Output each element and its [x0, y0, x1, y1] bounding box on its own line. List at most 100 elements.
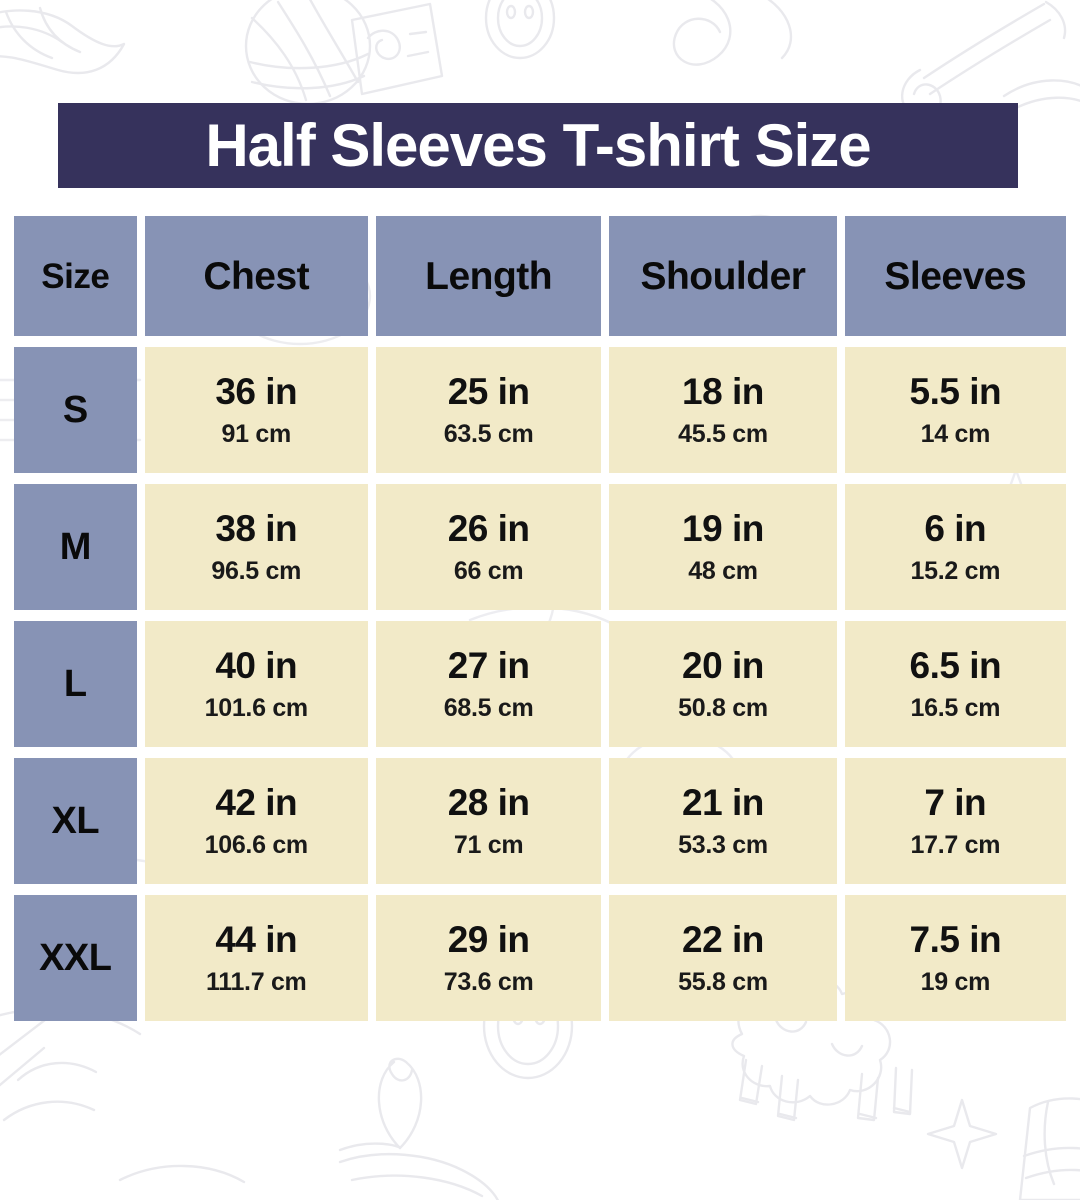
- thread-heart-icon: [672, 0, 793, 66]
- value-inches: 27 in: [447, 645, 530, 686]
- cell-length: 28 in 71 cm: [375, 758, 602, 884]
- cell-length: 27 in 68.5 cm: [375, 621, 602, 747]
- cell-chest: 36 in 91 cm: [144, 347, 368, 473]
- button-icon: [484, 0, 556, 60]
- value-centimeters: 73.6 cm: [443, 968, 534, 996]
- value-centimeters: 45.5 cm: [678, 420, 768, 448]
- table-header-row: Size Chest Length Shoulder Sleeves: [14, 216, 1066, 336]
- row-size-cell: XL: [14, 758, 137, 884]
- value-inches: 25 in: [447, 371, 530, 412]
- cell-shoulder: 21 in 53.3 cm: [609, 758, 837, 884]
- value-centimeters: 71 cm: [453, 831, 524, 859]
- value-centimeters: 53.3 cm: [678, 831, 768, 859]
- value-centimeters: 17.7 cm: [910, 831, 1001, 859]
- value-centimeters: 106.6 cm: [204, 831, 309, 859]
- value-inches: 6.5 in: [909, 645, 1002, 686]
- yarn-ball-icon: [0, 1007, 246, 1184]
- cell-length: 29 in 73.6 cm: [375, 895, 602, 1021]
- value-inches: 26 in: [447, 508, 530, 549]
- cell-chest: 42 in 106.6 cm: [144, 758, 368, 884]
- value-inches: 42 in: [215, 782, 298, 823]
- page-title: Half Sleeves T-shirt Size: [205, 111, 871, 179]
- size-chart-table: Size Chest Length Shoulder Sleeves S 36 …: [14, 216, 1066, 1021]
- column-header-label: Chest: [203, 254, 310, 298]
- value-centimeters: 16.5 cm: [910, 694, 1001, 722]
- size-label: XL: [51, 800, 100, 842]
- yarn-ball-icon: [244, 0, 372, 106]
- sparkle-icon: [926, 1098, 998, 1170]
- value-centimeters: 63.5 cm: [443, 420, 534, 448]
- yarn-label-icon: [350, 2, 444, 96]
- knitting-needles-icon: [0, 1008, 98, 1122]
- value-centimeters: 96.5 cm: [211, 557, 302, 585]
- table-row: S 36 in 91 cm 25 in 63.5 cm 18 in 45.5 c…: [14, 347, 1066, 473]
- value-inches: 21 in: [682, 782, 764, 823]
- table-row: M 38 in 96.5 cm 26 in 66 cm 19 in 48 cm …: [14, 484, 1066, 610]
- value-centimeters: 14 cm: [920, 420, 991, 448]
- thread-heart-icon: [338, 1057, 499, 1200]
- size-label: M: [59, 526, 92, 568]
- column-header-label: Length: [425, 254, 553, 298]
- cell-shoulder: 20 in 50.8 cm: [609, 621, 837, 747]
- value-centimeters: 66 cm: [453, 557, 524, 585]
- table-row: L 40 in 101.6 cm 27 in 68.5 cm 20 in 50.…: [14, 621, 1066, 747]
- value-inches: 44 in: [215, 919, 298, 960]
- size-label: XXL: [39, 937, 112, 979]
- value-centimeters: 15.2 cm: [910, 557, 1001, 585]
- value-centimeters: 48 cm: [688, 557, 758, 585]
- column-header-chest: Chest: [144, 216, 368, 336]
- column-header-label: Sleeves: [884, 254, 1027, 298]
- value-centimeters: 111.7 cm: [206, 968, 307, 996]
- column-header-label: Shoulder: [640, 254, 806, 298]
- value-inches: 19 in: [682, 508, 764, 549]
- cell-shoulder: 22 in 55.8 cm: [609, 895, 837, 1021]
- value-centimeters: 101.6 cm: [204, 694, 309, 722]
- value-inches: 29 in: [447, 919, 530, 960]
- cell-sleeves: 7 in 17.7 cm: [844, 758, 1066, 884]
- cell-sleeves: 6 in 15.2 cm: [844, 484, 1066, 610]
- value-inches: 40 in: [215, 645, 298, 686]
- cell-sleeves: 6.5 in 16.5 cm: [844, 621, 1066, 747]
- cell-sleeves: 7.5 in 19 cm: [844, 895, 1066, 1021]
- value-inches: 28 in: [447, 782, 530, 823]
- value-centimeters: 91 cm: [221, 420, 292, 448]
- value-inches: 7.5 in: [909, 919, 1002, 960]
- value-inches: 20 in: [682, 645, 764, 686]
- cell-chest: 44 in 111.7 cm: [144, 895, 368, 1021]
- row-size-cell: XXL: [14, 895, 137, 1021]
- row-size-cell: S: [14, 347, 137, 473]
- value-inches: 22 in: [682, 919, 764, 960]
- cell-length: 26 in 66 cm: [375, 484, 602, 610]
- title-banner: Half Sleeves T-shirt Size: [58, 103, 1018, 188]
- cell-shoulder: 19 in 48 cm: [609, 484, 837, 610]
- sock-icon: [0, 6, 126, 75]
- cell-sleeves: 5.5 in 14 cm: [844, 347, 1066, 473]
- column-header-size: Size: [14, 216, 137, 336]
- value-centimeters: 68.5 cm: [443, 694, 534, 722]
- value-inches: 6 in: [924, 508, 987, 549]
- value-centimeters: 19 cm: [920, 968, 991, 996]
- row-size-cell: M: [14, 484, 137, 610]
- cell-chest: 40 in 101.6 cm: [144, 621, 368, 747]
- value-inches: 7 in: [924, 782, 987, 823]
- size-label: L: [63, 663, 87, 705]
- column-header-sleeves: Sleeves: [844, 216, 1066, 336]
- value-inches: 18 in: [682, 371, 764, 412]
- value-centimeters: 50.8 cm: [678, 694, 768, 722]
- column-header-label: Size: [41, 256, 110, 296]
- size-label: S: [62, 389, 88, 431]
- cell-length: 25 in 63.5 cm: [375, 347, 602, 473]
- column-header-length: Length: [375, 216, 602, 336]
- cell-chest: 38 in 96.5 cm: [144, 484, 368, 610]
- yarn-ball-icon: [1018, 1097, 1080, 1200]
- table-row: XL 42 in 106.6 cm 28 in 71 cm 21 in 53.3…: [14, 758, 1066, 884]
- cell-shoulder: 18 in 45.5 cm: [609, 347, 837, 473]
- value-inches: 5.5 in: [909, 371, 1002, 412]
- table-row: XXL 44 in 111.7 cm 29 in 73.6 cm 22 in 5…: [14, 895, 1066, 1021]
- value-inches: 36 in: [215, 371, 298, 412]
- column-header-shoulder: Shoulder: [609, 216, 837, 336]
- value-centimeters: 55.8 cm: [678, 968, 768, 996]
- row-size-cell: L: [14, 621, 137, 747]
- value-inches: 38 in: [215, 508, 298, 549]
